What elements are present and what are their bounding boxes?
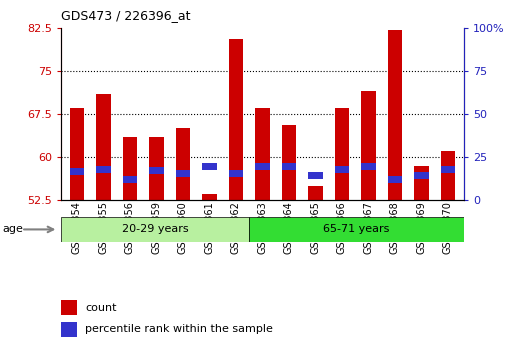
Bar <box>61 322 77 337</box>
Bar <box>281 125 296 200</box>
Bar <box>69 108 84 200</box>
Bar <box>334 166 349 173</box>
Bar <box>440 151 455 200</box>
Bar <box>308 172 323 179</box>
Bar <box>281 163 296 170</box>
Bar <box>149 137 164 200</box>
Bar <box>228 39 243 200</box>
Bar <box>387 176 402 183</box>
Bar <box>361 163 376 170</box>
Bar <box>61 300 77 315</box>
Text: GDS473 / 226396_at: GDS473 / 226396_at <box>61 9 190 22</box>
Bar <box>175 170 190 177</box>
Bar <box>440 166 455 173</box>
Text: 20-29 years: 20-29 years <box>121 225 188 234</box>
Bar <box>414 172 429 179</box>
Bar <box>361 91 376 200</box>
Text: age: age <box>3 225 23 234</box>
Bar <box>387 30 402 200</box>
Bar <box>69 168 84 175</box>
Text: percentile rank within the sample: percentile rank within the sample <box>85 325 273 334</box>
Bar <box>61 217 249 241</box>
Bar <box>202 194 217 200</box>
Bar <box>414 166 429 200</box>
Bar <box>149 167 164 174</box>
Bar <box>122 137 137 200</box>
Bar <box>96 166 111 173</box>
Bar <box>228 170 243 177</box>
Bar <box>175 128 190 200</box>
Bar <box>334 108 349 200</box>
Text: count: count <box>85 303 117 313</box>
Bar <box>255 108 270 200</box>
Bar <box>96 94 111 200</box>
Text: 65-71 years: 65-71 years <box>323 225 390 234</box>
Bar <box>249 217 464 241</box>
Bar <box>202 163 217 170</box>
Bar <box>308 186 323 200</box>
Bar <box>122 176 137 183</box>
Bar <box>255 163 270 170</box>
